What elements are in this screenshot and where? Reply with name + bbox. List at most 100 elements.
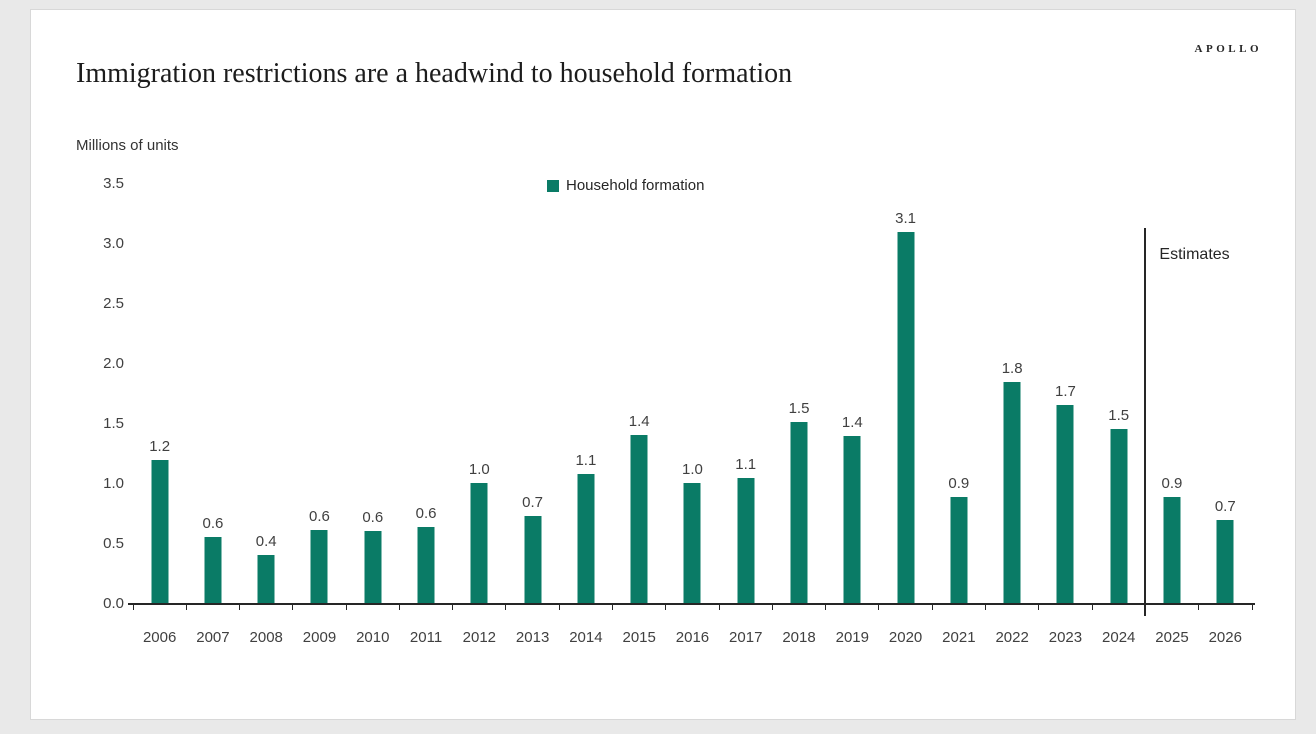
bar-value-label: 1.7	[1054, 382, 1076, 400]
bar-value-label: 0.7	[522, 494, 544, 512]
bar-2008	[257, 554, 275, 604]
bar-column: 1.7	[1039, 184, 1092, 604]
bar-2015	[630, 434, 648, 604]
x-tick-label: 2023	[1048, 629, 1083, 646]
legend: Household formation	[547, 177, 704, 194]
y-tick-label: 3.5	[103, 175, 124, 192]
bar-value-label: 1.4	[628, 412, 650, 430]
x-tick-label: 2016	[675, 629, 710, 646]
bar-2026	[1216, 520, 1234, 604]
x-tick-label: 2024	[1102, 629, 1136, 646]
bar-2011	[417, 527, 435, 604]
x-tick-label: 2015	[622, 629, 656, 646]
x-tick-label: 2022	[995, 629, 1029, 646]
x-axis-tick	[985, 604, 987, 610]
bar-column: 1.4	[613, 184, 666, 604]
bar-value-label: 3.1	[895, 210, 916, 227]
bar-value-label: 1.0	[682, 460, 703, 478]
y-tick-label: 2.5	[103, 295, 124, 312]
bar-value-label: 1.0	[468, 460, 490, 478]
estimates-label: Estimates	[1159, 246, 1230, 263]
x-tick-label: 2020	[888, 629, 923, 646]
x-tick-label: 2018	[782, 629, 816, 646]
x-axis-tick	[718, 604, 720, 610]
bar-column: 1.0	[666, 184, 719, 604]
bar-value-label: 1.1	[575, 452, 597, 470]
bar-column: 0.6	[293, 184, 346, 604]
bar-value-label: 0.4	[255, 532, 277, 550]
bar-column: 1.1	[559, 184, 612, 604]
bar-2013	[524, 516, 542, 604]
x-axis-tick	[612, 604, 614, 610]
x-tick-label: 2012	[462, 629, 497, 646]
x-axis-tick	[771, 604, 773, 610]
bar-value-label: 0.6	[202, 514, 224, 532]
y-tick-label: 3.0	[103, 235, 124, 252]
x-axis-tick	[825, 604, 827, 610]
x-axis-line	[128, 603, 1255, 605]
x-tick-label: 2006	[142, 629, 177, 646]
x-axis-labels: 2006 2007 2008 2009 2010 2011 2012 2013 2014 2015…	[133, 629, 1252, 646]
x-axis-tick	[558, 604, 560, 610]
bar-column: 1.1	[719, 184, 772, 604]
x-tick-label: 2021	[942, 629, 976, 646]
bar-column: 0.6	[186, 184, 239, 604]
bar-2010	[364, 530, 382, 604]
x-tick-label: 2010	[356, 629, 390, 646]
x-axis-tick	[878, 604, 880, 610]
bar-value-label: 1.1	[735, 456, 757, 473]
chart-card: APOLLO Immigration restrictions are a he…	[30, 9, 1296, 720]
x-axis-tick	[665, 604, 667, 610]
y-tick-label: 1.5	[103, 415, 124, 432]
x-axis-tick	[1091, 604, 1093, 610]
bar-column: 0.7	[1199, 184, 1252, 604]
bar-column: 1.4	[826, 184, 879, 604]
x-tick-label: 2014	[569, 629, 603, 646]
bar-column: 0.9	[932, 184, 985, 604]
bar-column: 0.9	[1145, 184, 1198, 604]
bar-value-label: 0.9	[1161, 475, 1183, 493]
bar-column: 0.6	[346, 184, 399, 604]
legend-label: Household formation	[566, 177, 705, 194]
bar-2012	[470, 482, 488, 604]
x-tick-label: 2007	[196, 629, 230, 646]
x-tick-label: 2019	[835, 629, 869, 646]
bar-2009	[310, 529, 328, 604]
bar-column: 1.2	[133, 184, 186, 604]
plot-area: 1.2 0.6 0.4 0.6 0.6 0.6 1.0 0.7 1.1 1.4 1.0 1.1 1.5 1…	[128, 184, 1255, 646]
x-tick-label: 2026	[1208, 629, 1242, 646]
y-axis-unit-label: Millions of units	[76, 137, 179, 154]
y-tick-label: 2.0	[103, 355, 124, 372]
legend-swatch	[547, 179, 559, 192]
bar-2023	[1056, 404, 1074, 604]
bar-2017	[737, 478, 755, 604]
bar-2016	[683, 482, 701, 604]
bar-column: 3.1	[879, 184, 932, 604]
bar-2022	[1003, 382, 1021, 604]
bar-value-label: 1.2	[149, 438, 171, 455]
x-tick-label: 2013	[515, 629, 550, 646]
x-axis-tick	[292, 604, 294, 610]
bar-2006	[151, 460, 169, 604]
chart-title: Immigration restrictions are a headwind …	[76, 58, 793, 89]
x-axis-tick	[132, 604, 134, 610]
bar-column: 0.7	[506, 184, 559, 604]
y-tick-label: 0.0	[103, 595, 124, 612]
x-tick-label: 2011	[409, 629, 443, 646]
bar-2018	[790, 421, 808, 604]
y-tick-label: 0.5	[103, 535, 124, 552]
bar-2025	[1163, 497, 1181, 604]
bars-row: 1.2 0.6 0.4 0.6 0.6 0.6 1.0 0.7 1.1 1.4 1.0 1.1 1.5 1…	[133, 184, 1252, 604]
x-axis-tick	[505, 604, 507, 610]
bar-2014	[577, 474, 595, 604]
x-tick-label: 2009	[302, 629, 337, 646]
bar-column: 1.8	[986, 184, 1039, 604]
bar-2024	[1110, 428, 1128, 604]
x-axis-tick	[345, 604, 347, 610]
bar-value-label: 1.5	[1108, 406, 1130, 424]
x-axis-tick	[398, 604, 400, 610]
bar-value-label: 1.8	[1001, 360, 1023, 377]
bar-value-label: 0.6	[309, 507, 330, 525]
x-tick-label: 2008	[249, 629, 283, 646]
